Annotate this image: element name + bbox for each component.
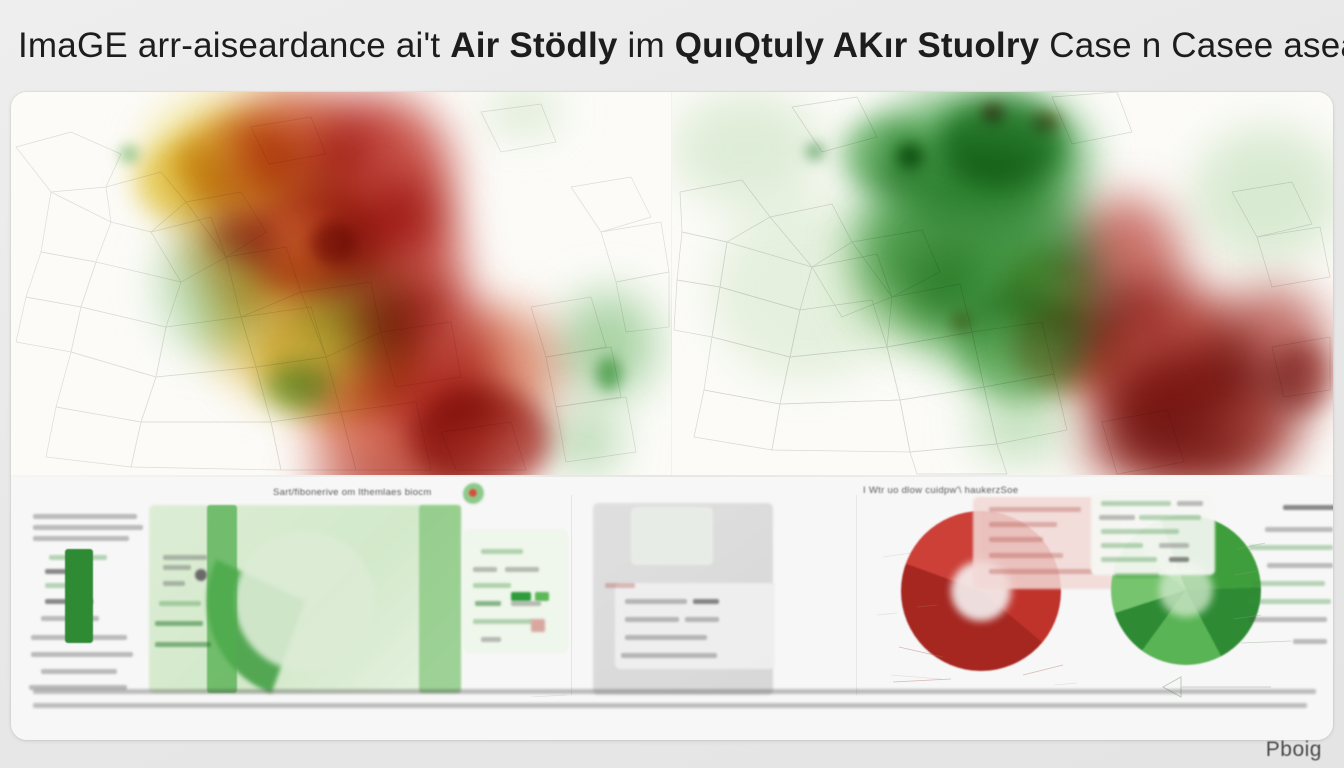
figure-caption (33, 689, 1318, 717)
heat-blob-green (296, 267, 421, 362)
heat-blob-green (596, 357, 622, 391)
heat-blob (441, 307, 561, 427)
arc-inner (235, 531, 375, 671)
section-header-right: I Wtr uo dlow cuidpw'\ haukerzSoe (863, 485, 1019, 496)
heat-blob-green (867, 222, 967, 332)
heat-blob (1002, 252, 1092, 332)
caption-line-1 (33, 689, 1316, 694)
heat-blob-green (161, 222, 271, 352)
heat-blob (1272, 342, 1332, 412)
heat-blob (311, 222, 356, 264)
heat-blob (950, 312, 972, 332)
heat-blob (1032, 112, 1060, 132)
heat-blob-green (551, 412, 621, 472)
pie-leader-lines-green (1232, 542, 1292, 644)
legend-swatch (511, 592, 531, 601)
air-quality-heatmap-right[interactable] (672, 92, 1333, 475)
analytics-panel: Sart/fibonerive om lthemlaes biocm I Wtr… (11, 477, 1333, 740)
data-point (195, 569, 207, 581)
heat-blob-green (1192, 127, 1333, 262)
section-header-center: Sart/fibonerive om lthemlaes biocm (273, 487, 432, 498)
pie-leader-lines-red (892, 604, 1064, 683)
legend-swatch (531, 619, 545, 632)
heat-blob-green (121, 147, 137, 161)
pie-legend-box (1091, 491, 1215, 575)
heat-blob-green (972, 387, 1067, 462)
heat-blob-green (897, 144, 923, 168)
grey-field-inner (631, 507, 713, 565)
corner-watermark: Pboig (1265, 738, 1322, 761)
grey-field-inner (615, 583, 775, 669)
chart-field (463, 529, 568, 653)
map-panel-divider (671, 92, 672, 475)
arrow-icon (1161, 676, 1271, 698)
air-quality-heatmap-left[interactable] (11, 92, 672, 475)
heat-blob-green (672, 92, 822, 207)
heat-blob (306, 462, 486, 475)
legend-swatch (535, 592, 549, 601)
figure-card: Sart/fibonerive om lthemlaes biocm I Wtr… (11, 92, 1333, 740)
marker-icon (463, 483, 485, 505)
heat-blob-green (266, 362, 331, 410)
page-title: ImaGE arr-aiseardance ai't Air Stödly im… (18, 26, 1344, 65)
bar (419, 505, 461, 693)
bar (207, 505, 237, 693)
heat-blob-green (807, 144, 823, 159)
column-divider-2 (856, 495, 857, 695)
heat-blob (982, 104, 1004, 122)
column-divider-1 (571, 495, 572, 695)
poster-title-bar: ImaGE arr-aiseardance ai't Air Stödly im… (0, 0, 1344, 92)
map-area (11, 92, 1333, 475)
heat-blob (1082, 422, 1262, 475)
bar (65, 549, 93, 643)
heat-blob-green (489, 92, 559, 132)
caption-line-2 (33, 703, 1307, 708)
section-divider (11, 475, 1333, 477)
